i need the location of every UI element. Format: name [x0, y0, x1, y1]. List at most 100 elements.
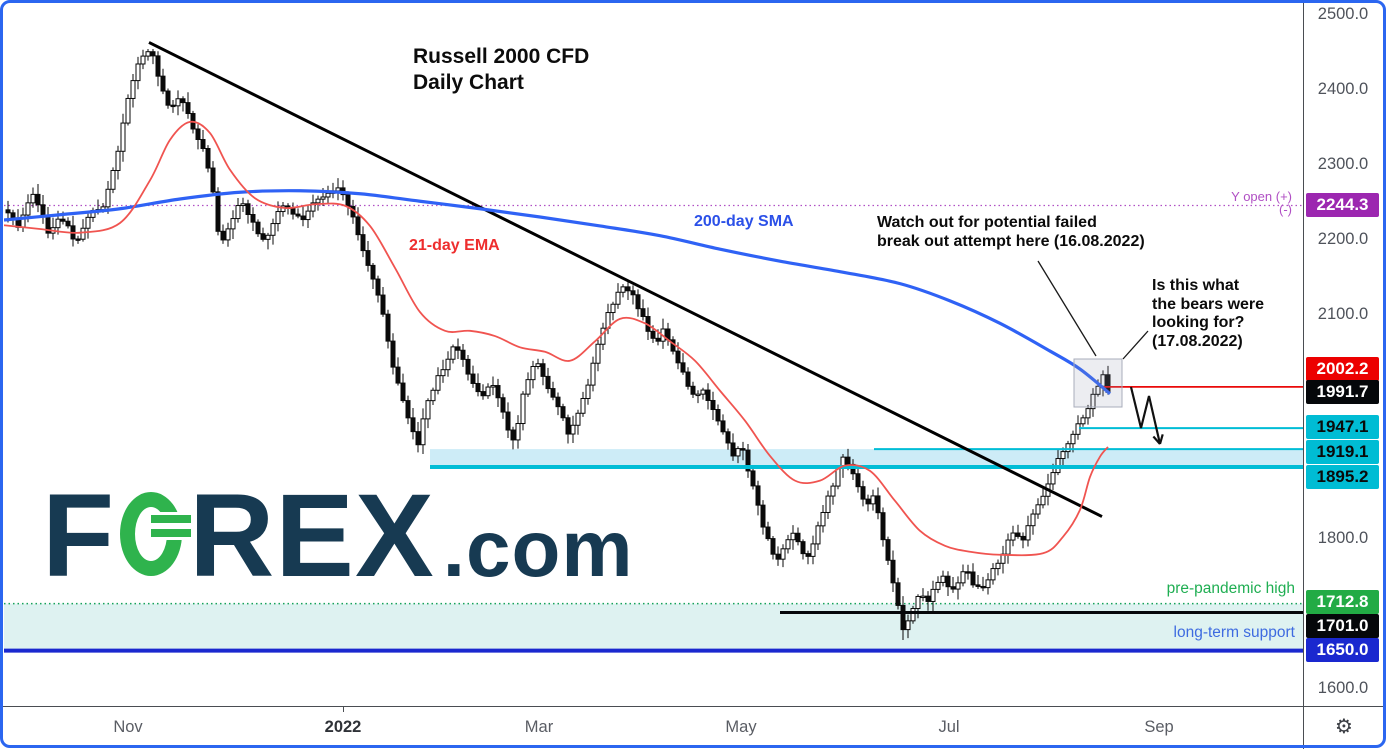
price-scale[interactable]: 2500.0 2400.0 2300.0 2200.0 2100.0 1800.0 1600… — [1303, 0, 1384, 706]
candle-body — [865, 498, 871, 505]
time-scale[interactable]: ⚙ Nov 2022 Mar May Jul Sep — [0, 706, 1386, 749]
candle-body — [565, 417, 571, 435]
y-open-label: Y open (+) (-) — [1140, 190, 1292, 216]
settings-gear-icon[interactable]: ⚙ — [1335, 716, 1353, 738]
support-band — [430, 449, 1303, 467]
candle-body — [805, 553, 811, 557]
chart-title-line2: Daily Chart — [413, 71, 524, 94]
candle-body — [905, 620, 911, 631]
price-tick: 1600.0 — [1317, 679, 1369, 698]
candle-body — [970, 571, 976, 586]
candle-body — [475, 382, 481, 393]
price-badge: 2002.2 — [1306, 357, 1379, 381]
candle-body — [510, 429, 516, 441]
price-badge: 1712.8 — [1306, 590, 1379, 614]
candle-body — [325, 192, 331, 198]
price-badge: 1650.0 — [1306, 638, 1379, 662]
price-badge: 1991.7 — [1306, 380, 1379, 404]
price-badge: 2244.3 — [1306, 193, 1379, 217]
candle-body — [180, 98, 186, 104]
time-tick: Sep — [1144, 718, 1174, 736]
annotation-breakout-line1: Watch out for potential failed — [877, 214, 1097, 231]
candle-body — [685, 371, 691, 387]
candle-body — [625, 286, 631, 292]
candle-body — [220, 230, 226, 241]
annotation-breakout-note: Watch out for potential failed break out… — [877, 214, 1145, 251]
candle-body — [1005, 539, 1011, 555]
candle-body — [1090, 393, 1096, 410]
price-tick: 2300.0 — [1317, 154, 1369, 173]
annotation-bears-line1: Is this what — [1152, 277, 1240, 294]
candle-body — [795, 532, 801, 543]
candle-body — [235, 205, 241, 220]
candle-body — [940, 575, 946, 583]
candle-body — [590, 362, 596, 386]
candle-body — [1070, 433, 1076, 445]
candle-body — [430, 389, 436, 402]
annotation-bears-line2: the bears were — [1152, 295, 1265, 313]
candle-body — [210, 167, 216, 193]
candle-body — [60, 218, 66, 222]
candle-body — [1040, 495, 1046, 506]
candle-body — [145, 51, 151, 57]
price-tick: 2100.0 — [1317, 304, 1369, 323]
price-tick: 2400.0 — [1317, 79, 1369, 98]
axis-corner-separator — [1303, 707, 1304, 749]
candle-body — [300, 215, 306, 221]
annotation-bears-line3: looking for? — [1152, 314, 1245, 331]
candle-body — [735, 448, 741, 457]
candle-body — [55, 218, 61, 229]
candle-body — [640, 308, 646, 318]
price-badge: 1947.1 — [1306, 415, 1379, 439]
annotation-breakout-line2: break out attempt here (16.08.2022) — [877, 232, 1145, 250]
y-open-label-line2: (-) — [1279, 202, 1292, 217]
candle-body — [800, 541, 806, 555]
candle-body — [335, 187, 341, 192]
annotation-bears-line4: (17.08.2022) — [1152, 332, 1243, 350]
candle-body — [580, 398, 586, 414]
candle-body — [170, 104, 176, 108]
candle-body — [205, 148, 211, 169]
candle-body — [775, 553, 781, 560]
candle-body — [360, 234, 366, 252]
candle-body — [460, 349, 466, 360]
candle-body — [960, 571, 966, 584]
candle-body — [680, 362, 686, 373]
descending-trendline — [148, 41, 1103, 518]
candle-body — [695, 393, 701, 397]
candle-body — [75, 238, 81, 241]
candle-body — [825, 495, 831, 513]
candle-body — [400, 382, 406, 402]
candle-body — [265, 234, 271, 240]
candle-body — [635, 294, 641, 310]
candle-body — [85, 216, 91, 229]
candle-body — [490, 385, 496, 388]
candle-body — [10, 212, 16, 219]
candle-body — [120, 122, 126, 152]
candle-body — [515, 423, 521, 441]
candle-body — [150, 51, 156, 57]
arrowhead — [1152, 435, 1161, 445]
candle-body — [720, 420, 726, 433]
candle-body — [315, 198, 321, 204]
time-tick: Mar — [524, 718, 554, 736]
candle-body — [780, 548, 786, 560]
candle-body — [1030, 513, 1036, 527]
candle-body — [465, 358, 471, 375]
candle-body — [420, 418, 426, 446]
candle-body — [405, 400, 411, 419]
price-tick: 2200.0 — [1317, 229, 1369, 248]
candle-body — [125, 97, 131, 124]
candle-body — [225, 228, 231, 241]
candle-body — [925, 595, 931, 602]
candle-body — [545, 375, 551, 390]
candle-body — [470, 373, 476, 384]
candle-body — [855, 473, 861, 488]
candle-body — [790, 532, 796, 541]
candle-body — [815, 525, 821, 545]
highlight-box — [1073, 358, 1123, 408]
candle-body — [725, 431, 731, 444]
sma-200-label: 200-day SMA — [694, 213, 794, 230]
